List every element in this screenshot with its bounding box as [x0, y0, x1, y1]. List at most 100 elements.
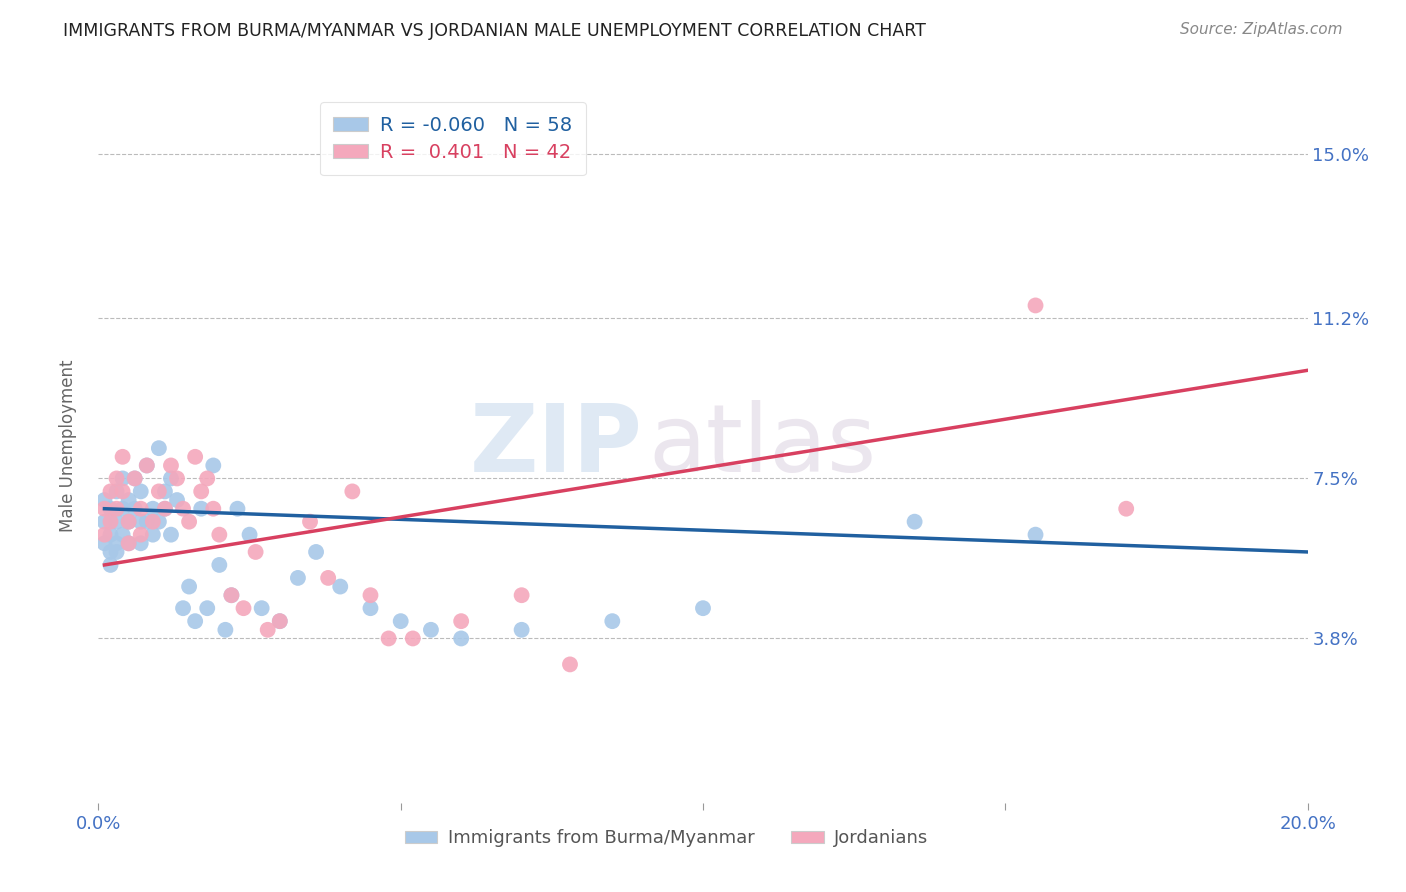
Point — [202, 458, 225, 473]
Point — [105, 515, 128, 529]
Point — [93, 493, 115, 508]
Point — [160, 527, 183, 541]
Point — [100, 501, 122, 516]
Point — [172, 501, 194, 516]
Point — [269, 614, 291, 628]
Point — [118, 515, 141, 529]
Point — [105, 536, 128, 550]
Point — [184, 450, 207, 464]
Point — [558, 657, 581, 672]
Point — [153, 484, 176, 499]
Point — [239, 527, 262, 541]
Point — [602, 614, 624, 628]
Point — [1024, 527, 1046, 541]
Point — [135, 458, 157, 473]
Text: ZIP: ZIP — [470, 400, 643, 492]
Point — [129, 484, 152, 499]
Point — [316, 571, 339, 585]
Point — [510, 623, 533, 637]
Point — [93, 501, 115, 516]
Point — [105, 545, 128, 559]
Point — [100, 558, 122, 572]
Y-axis label: Male Unemployment: Male Unemployment — [59, 359, 77, 533]
Point — [129, 515, 152, 529]
Text: IMMIGRANTS FROM BURMA/MYANMAR VS JORDANIAN MALE UNEMPLOYMENT CORRELATION CHART: IMMIGRANTS FROM BURMA/MYANMAR VS JORDANI… — [63, 22, 927, 40]
Point — [250, 601, 273, 615]
Point — [172, 601, 194, 615]
Point — [329, 580, 352, 594]
Point — [93, 527, 115, 541]
Point — [245, 545, 267, 559]
Point — [118, 536, 141, 550]
Point — [692, 601, 714, 615]
Point — [256, 623, 278, 637]
Point — [208, 558, 231, 572]
Legend: Immigrants from Burma/Myanmar, Jordanians: Immigrants from Burma/Myanmar, Jordanian… — [398, 822, 936, 855]
Point — [179, 580, 201, 594]
Point — [100, 484, 122, 499]
Point — [111, 450, 134, 464]
Point — [166, 471, 188, 485]
Point — [153, 501, 176, 516]
Point — [1024, 298, 1046, 312]
Point — [232, 601, 254, 615]
Point — [111, 484, 134, 499]
Point — [190, 501, 212, 516]
Point — [111, 501, 134, 516]
Point — [93, 515, 115, 529]
Point — [226, 501, 249, 516]
Point — [160, 471, 183, 485]
Point — [105, 484, 128, 499]
Point — [124, 471, 146, 485]
Point — [184, 614, 207, 628]
Point — [269, 614, 291, 628]
Point — [148, 515, 170, 529]
Point — [142, 515, 165, 529]
Point — [221, 588, 243, 602]
Point — [105, 501, 128, 516]
Point — [179, 515, 201, 529]
Point — [118, 493, 141, 508]
Point — [118, 536, 141, 550]
Point — [135, 458, 157, 473]
Point — [299, 515, 322, 529]
Point — [389, 614, 412, 628]
Point — [111, 527, 134, 541]
Point — [377, 632, 399, 646]
Point — [153, 501, 176, 516]
Point — [135, 515, 157, 529]
Point — [124, 471, 146, 485]
Point — [402, 632, 425, 646]
Point — [129, 501, 152, 516]
Point — [342, 484, 364, 499]
Point — [450, 632, 472, 646]
Point — [142, 527, 165, 541]
Point — [129, 536, 152, 550]
Point — [148, 484, 170, 499]
Point — [118, 515, 141, 529]
Point — [420, 623, 443, 637]
Point — [360, 601, 382, 615]
Point — [100, 515, 122, 529]
Point — [195, 601, 218, 615]
Text: Source: ZipAtlas.com: Source: ZipAtlas.com — [1180, 22, 1343, 37]
Point — [202, 501, 225, 516]
Point — [142, 501, 165, 516]
Point — [1115, 501, 1137, 516]
Point — [287, 571, 309, 585]
Point — [105, 471, 128, 485]
Point — [100, 545, 122, 559]
Point — [124, 501, 146, 516]
Point — [450, 614, 472, 628]
Point — [160, 458, 183, 473]
Point — [93, 536, 115, 550]
Point — [111, 471, 134, 485]
Point — [305, 545, 328, 559]
Point — [360, 588, 382, 602]
Point — [904, 515, 927, 529]
Point — [100, 527, 122, 541]
Point — [221, 588, 243, 602]
Text: atlas: atlas — [648, 400, 877, 492]
Point — [190, 484, 212, 499]
Point — [166, 493, 188, 508]
